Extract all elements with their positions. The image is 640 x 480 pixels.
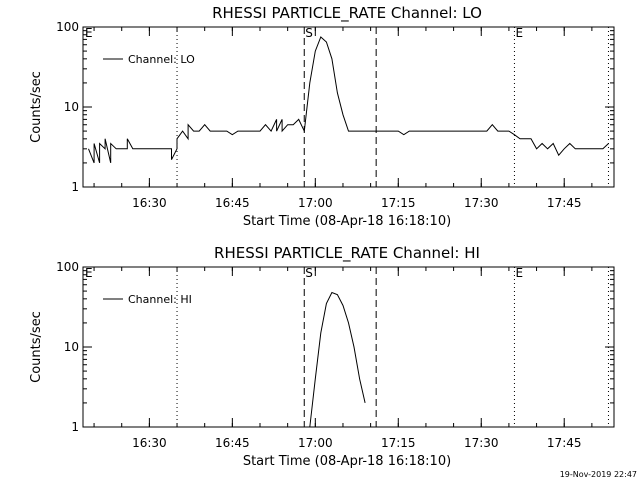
chart-hi-series-line	[309, 291, 366, 428]
chart-hi-xticks: 16:30 16:45 17:00 17:15 17:30 17:45	[93, 267, 593, 450]
chart-hi-xtick-label: 17:45	[547, 436, 582, 450]
chart-lo-series	[88, 36, 609, 164]
chart-hi-xlabel: Start Time (08-Apr-18 16:18:10)	[243, 454, 451, 469]
chart-lo-xtick-label: 17:15	[381, 196, 416, 210]
chart-hi-frame	[82, 266, 615, 428]
footer-timestamp: 19-Nov-2019 22:47	[560, 470, 637, 479]
chart-lo-frame	[82, 26, 615, 188]
chart-lo-ytick-label: 1	[71, 180, 79, 194]
chart-lo-xlabel: Start Time (08-Apr-18 16:18:10)	[243, 214, 451, 229]
chart-lo-ylabel: Counts/sec	[29, 71, 44, 143]
chart-hi-title: RHESSI PARTICLE_RATE Channel: HI	[214, 244, 480, 263]
chart-lo-legend-label: Channel: LO	[128, 53, 195, 66]
chart-lo-yticks: 1 10 100	[56, 20, 614, 194]
chart-hi-legend-label: Channel: HI	[128, 293, 192, 306]
chart-hi-xtick-label: 16:45	[215, 436, 250, 450]
chart-hi-ytick-label: 10	[64, 340, 79, 354]
chart-lo-xtick-label: 16:45	[215, 196, 250, 210]
chart-lo-xtick-label: 17:30	[464, 196, 499, 210]
chart-hi-xtick-label: 17:00	[298, 436, 333, 450]
chart-lo-title: RHESSI PARTICLE_RATE Channel: LO	[212, 4, 482, 23]
chart-lo-series-line	[88, 36, 609, 164]
chart-hi-ylabel: Counts/sec	[29, 311, 44, 383]
chart-hi-xtick-label: 17:15	[381, 436, 416, 450]
chart-hi-marker-label: S	[305, 266, 313, 280]
chart-hi: RHESSI PARTICLE_RATE Channel: HI Counts/…	[29, 244, 615, 469]
chart-hi-yticks: 1 10 100	[56, 260, 614, 434]
chart-hi-legend: Channel: HI	[103, 293, 192, 306]
chart-hi-marker-label: E	[515, 266, 523, 280]
chart-lo-xticks: 16:30 16:45 17:00 17:15 17:30 17:45	[93, 27, 593, 210]
chart-lo-xtick-label: 16:30	[132, 196, 167, 210]
chart-hi-marker-label: E	[85, 266, 93, 280]
chart-lo-marker-label: E	[515, 26, 523, 40]
chart-lo-ytick-label: 100	[56, 20, 79, 34]
chart-hi-xtick-label: 17:30	[464, 436, 499, 450]
chart-lo-ytick-label: 10	[64, 100, 79, 114]
chart-lo-legend: Channel: LO	[103, 53, 195, 66]
chart-hi-ytick-label: 100	[56, 260, 79, 274]
chart-lo-xtick-label: 17:00	[298, 196, 333, 210]
chart-hi-xtick-label: 16:30	[132, 436, 167, 450]
chart-lo-xtick-label: 17:45	[547, 196, 582, 210]
chart-hi-series	[309, 291, 366, 428]
chart-hi-ytick-label: 1	[71, 420, 79, 434]
chart-lo-marker-label: E	[85, 26, 93, 40]
chart-lo-marker-label: S	[305, 26, 313, 40]
chart-lo: RHESSI PARTICLE_RATE Channel: LO Counts/…	[29, 4, 615, 229]
